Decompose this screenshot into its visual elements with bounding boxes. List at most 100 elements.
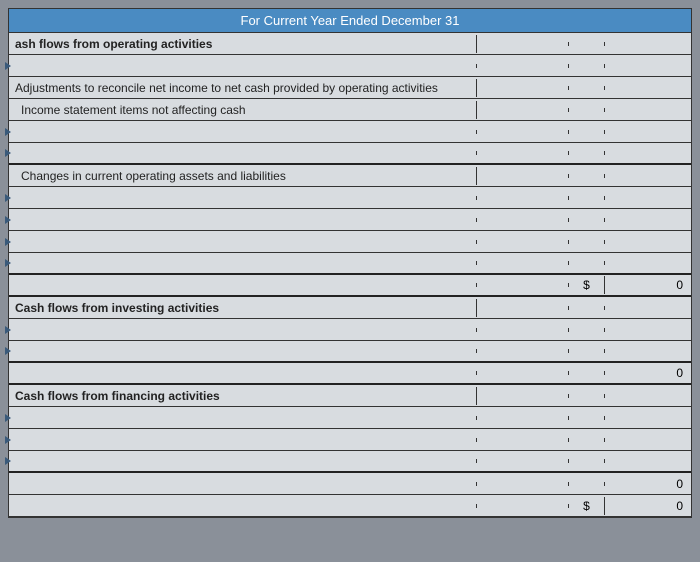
investing-title-row: Cash flows from investing activities xyxy=(9,297,691,319)
amount-cell xyxy=(477,283,569,287)
entry-row[interactable] xyxy=(9,341,691,363)
drag-handle-icon[interactable] xyxy=(5,62,11,70)
amount-cell xyxy=(477,504,569,508)
total-cell xyxy=(605,174,691,178)
blank-label xyxy=(9,283,477,287)
amount-cell[interactable] xyxy=(477,64,569,68)
entry-label[interactable] xyxy=(9,416,477,420)
investing-subtotal: 0 xyxy=(605,364,691,382)
drag-handle-icon[interactable] xyxy=(5,457,11,465)
amount-cell[interactable] xyxy=(477,459,569,463)
total-cell xyxy=(605,218,691,222)
symbol-cell xyxy=(569,151,605,155)
adjustments-heading-row: Adjustments to reconcile net income to n… xyxy=(9,77,691,99)
amount-cell[interactable] xyxy=(477,416,569,420)
drag-handle-icon[interactable] xyxy=(5,216,11,224)
entry-label[interactable] xyxy=(9,261,477,265)
amount-cell xyxy=(477,86,569,90)
operating-subtotal: 0 xyxy=(605,276,691,294)
symbol-cell xyxy=(569,328,605,332)
entry-row[interactable] xyxy=(9,121,691,143)
subtotal-symbol: $ xyxy=(569,276,605,294)
symbol-cell xyxy=(569,218,605,222)
symbol-cell xyxy=(569,261,605,265)
total-cell xyxy=(605,459,691,463)
net-change-value: 0 xyxy=(605,497,691,515)
total-cell xyxy=(605,416,691,420)
financing-subtotal: 0 xyxy=(605,475,691,493)
period-header: For Current Year Ended December 31 xyxy=(9,9,691,33)
amount-cell xyxy=(477,306,569,310)
entry-row[interactable] xyxy=(9,187,691,209)
amount-cell[interactable] xyxy=(477,328,569,332)
symbol-cell xyxy=(569,174,605,178)
amount-cell xyxy=(477,371,569,375)
entry-label[interactable] xyxy=(9,328,477,332)
amount-cell[interactable] xyxy=(477,130,569,134)
drag-handle-icon[interactable] xyxy=(5,238,11,246)
blank-label[interactable] xyxy=(9,64,477,68)
operating-title: ash flows from operating activities xyxy=(9,35,477,53)
entry-label[interactable] xyxy=(9,459,477,463)
symbol-cell xyxy=(569,108,605,112)
entry-row[interactable] xyxy=(9,143,691,165)
changes-heading: Changes in current operating assets and … xyxy=(9,167,477,185)
total-cell xyxy=(605,64,691,68)
total-cell xyxy=(605,42,691,46)
symbol-cell xyxy=(569,438,605,442)
drag-handle-icon[interactable] xyxy=(5,436,11,444)
entry-row[interactable] xyxy=(9,209,691,231)
entry-label[interactable] xyxy=(9,218,477,222)
noncash-heading-row: Income statement items not affecting cas… xyxy=(9,99,691,121)
entry-label[interactable] xyxy=(9,196,477,200)
drag-handle-icon[interactable] xyxy=(5,194,11,202)
symbol-cell xyxy=(569,42,605,46)
amount-cell[interactable] xyxy=(477,240,569,244)
amount-cell[interactable] xyxy=(477,261,569,265)
amount-cell[interactable] xyxy=(477,218,569,222)
amount-cell[interactable] xyxy=(477,151,569,155)
entry-row[interactable] xyxy=(9,231,691,253)
entry-label[interactable] xyxy=(9,349,477,353)
amount-cell[interactable] xyxy=(477,42,569,46)
total-cell xyxy=(605,86,691,90)
entry-row[interactable] xyxy=(9,319,691,341)
blank-label xyxy=(9,371,477,375)
amount-cell xyxy=(477,482,569,486)
operating-title-row: ash flows from operating activities xyxy=(9,33,691,55)
drag-handle-icon[interactable] xyxy=(5,347,11,355)
entry-row[interactable] xyxy=(9,407,691,429)
total-cell xyxy=(605,130,691,134)
net-income-row[interactable] xyxy=(9,55,691,77)
blank-label xyxy=(9,504,477,508)
amount-cell[interactable] xyxy=(477,349,569,353)
entry-label[interactable] xyxy=(9,151,477,155)
total-cell xyxy=(605,240,691,244)
financing-title-row: Cash flows from financing activities xyxy=(9,385,691,407)
entry-row[interactable] xyxy=(9,429,691,451)
amount-cell[interactable] xyxy=(477,438,569,442)
total-cell xyxy=(605,306,691,310)
changes-heading-row: Changes in current operating assets and … xyxy=(9,165,691,187)
drag-handle-icon[interactable] xyxy=(5,149,11,157)
entry-label[interactable] xyxy=(9,130,477,134)
amount-cell[interactable] xyxy=(477,196,569,200)
symbol-cell xyxy=(569,64,605,68)
financing-title: Cash flows from financing activities xyxy=(9,387,477,405)
drag-handle-icon[interactable] xyxy=(5,128,11,136)
total-cell xyxy=(605,196,691,200)
drag-handle-icon[interactable] xyxy=(5,326,11,334)
entry-row[interactable] xyxy=(9,253,691,275)
symbol-cell xyxy=(569,394,605,398)
entry-label[interactable] xyxy=(9,240,477,244)
total-cell xyxy=(605,394,691,398)
entry-label[interactable] xyxy=(9,438,477,442)
total-cell xyxy=(605,328,691,332)
drag-handle-icon[interactable] xyxy=(5,259,11,267)
symbol-cell xyxy=(569,371,605,375)
adjustments-heading: Adjustments to reconcile net income to n… xyxy=(9,79,477,97)
noncash-heading: Income statement items not affecting cas… xyxy=(9,101,477,119)
entry-row[interactable] xyxy=(9,451,691,473)
drag-handle-icon[interactable] xyxy=(5,414,11,422)
symbol-cell xyxy=(569,306,605,310)
